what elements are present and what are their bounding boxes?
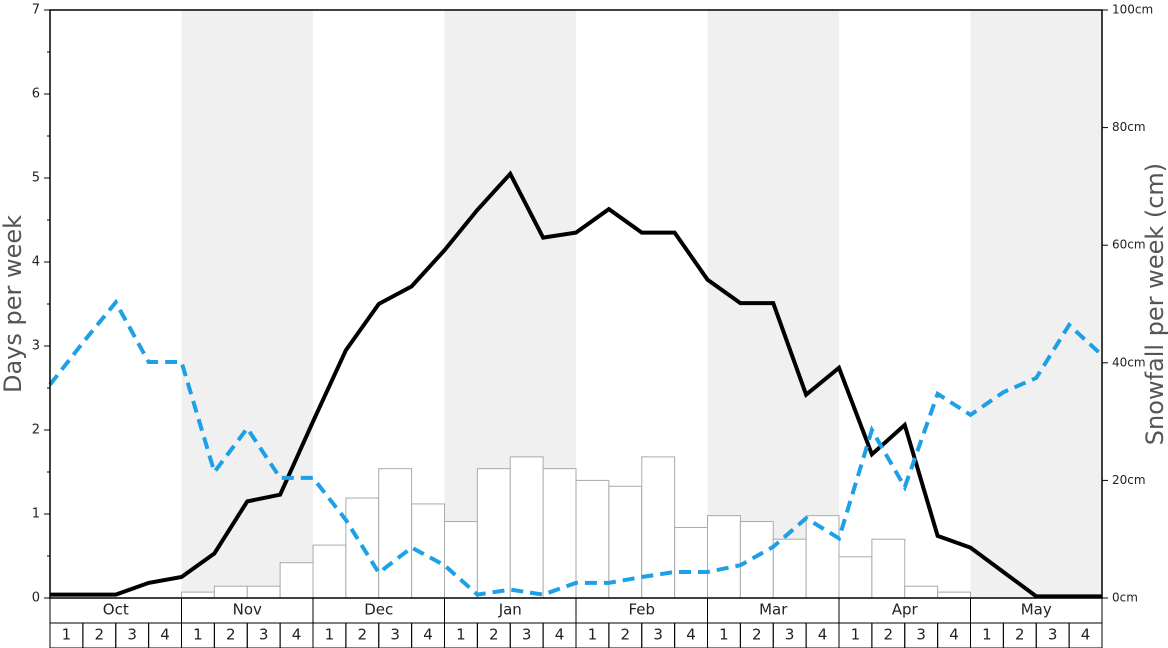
week-label: 4 xyxy=(292,626,302,644)
week-label: 1 xyxy=(325,626,335,644)
week-label: 3 xyxy=(916,626,926,644)
week-label: 1 xyxy=(193,626,203,644)
y-tick-label: 6 xyxy=(32,87,40,102)
y-tick-label: 4 xyxy=(32,255,40,270)
bar xyxy=(509,456,544,599)
bar xyxy=(838,556,873,599)
y2-tick-label: 60cm xyxy=(1112,238,1146,252)
bar xyxy=(246,585,281,599)
week-label: 3 xyxy=(785,626,795,644)
bar xyxy=(312,544,347,599)
week-cell xyxy=(1068,622,1103,648)
y-tick-label: 0 xyxy=(32,591,40,606)
week-label: 4 xyxy=(423,626,433,644)
week-label: 2 xyxy=(884,626,894,644)
month-band xyxy=(970,10,1102,598)
week-label: 4 xyxy=(555,626,565,644)
y2-tick-label: 100cm xyxy=(1112,3,1153,17)
bar xyxy=(181,591,215,599)
week-label: 4 xyxy=(1081,626,1091,644)
bar xyxy=(542,468,577,599)
week-label: 4 xyxy=(160,626,170,644)
week-label: 2 xyxy=(489,626,499,644)
week-label: 3 xyxy=(390,626,400,644)
bar xyxy=(674,526,708,599)
line xyxy=(50,170,1102,599)
week-label: 2 xyxy=(752,626,762,644)
bar xyxy=(937,591,971,599)
month-bands xyxy=(181,10,1102,598)
y2-tick-label: 80cm xyxy=(1112,120,1146,134)
y2-tick-label: 0cm xyxy=(1112,591,1138,605)
bar xyxy=(904,585,939,599)
week-label: 1 xyxy=(719,626,729,644)
bar xyxy=(739,521,774,599)
y-axis-title: Days per week xyxy=(0,215,27,393)
month-label: Jan xyxy=(498,601,522,619)
week-label: 1 xyxy=(588,626,598,644)
week-label: 1 xyxy=(456,626,466,644)
bar xyxy=(871,538,906,599)
week-label: 3 xyxy=(653,626,663,644)
y-tick-label: 7 xyxy=(32,3,40,18)
bar xyxy=(279,562,314,599)
week-label: 2 xyxy=(621,626,631,644)
bar xyxy=(213,585,248,599)
y2-tick-label: 40cm xyxy=(1112,355,1146,369)
week-label: 2 xyxy=(226,626,236,644)
bar xyxy=(575,479,610,599)
month-label: Dec xyxy=(364,601,393,619)
bar xyxy=(707,515,741,599)
week-label: 1 xyxy=(982,626,992,644)
bar xyxy=(476,468,511,599)
y2-tick-label: 20cm xyxy=(1112,473,1146,487)
week-label: 3 xyxy=(127,626,137,644)
bar xyxy=(378,468,413,599)
week-label: 2 xyxy=(358,626,368,644)
week-label: 1 xyxy=(851,626,861,644)
month-label: Mar xyxy=(759,601,788,619)
month-label: Feb xyxy=(628,601,655,619)
month-label: Oct xyxy=(103,601,129,619)
y2-axis-title: Snowfall per week (cm) xyxy=(1141,163,1168,445)
week-label: 3 xyxy=(522,626,532,644)
week-label: 2 xyxy=(95,626,105,644)
month-label: Apr xyxy=(892,601,919,619)
y-tick-label: 5 xyxy=(32,171,40,186)
y-tick-label: 1 xyxy=(32,507,40,522)
week-label: 4 xyxy=(686,626,696,644)
plot xyxy=(48,170,1104,599)
week-label: 2 xyxy=(1015,626,1025,644)
week-label: 3 xyxy=(1048,626,1058,644)
week-label: 3 xyxy=(259,626,269,644)
bar xyxy=(444,521,478,599)
week-label: 4 xyxy=(949,626,959,644)
y-tick-label: 3 xyxy=(32,339,40,354)
bar xyxy=(608,485,643,599)
week-label: 4 xyxy=(818,626,828,644)
line xyxy=(48,298,1104,597)
month-label: Nov xyxy=(233,601,262,619)
y-tick-label: 2 xyxy=(32,423,40,438)
bar xyxy=(772,538,807,599)
month-band xyxy=(181,10,313,598)
month-label: May xyxy=(1021,601,1052,619)
week-label: 1 xyxy=(62,626,72,644)
